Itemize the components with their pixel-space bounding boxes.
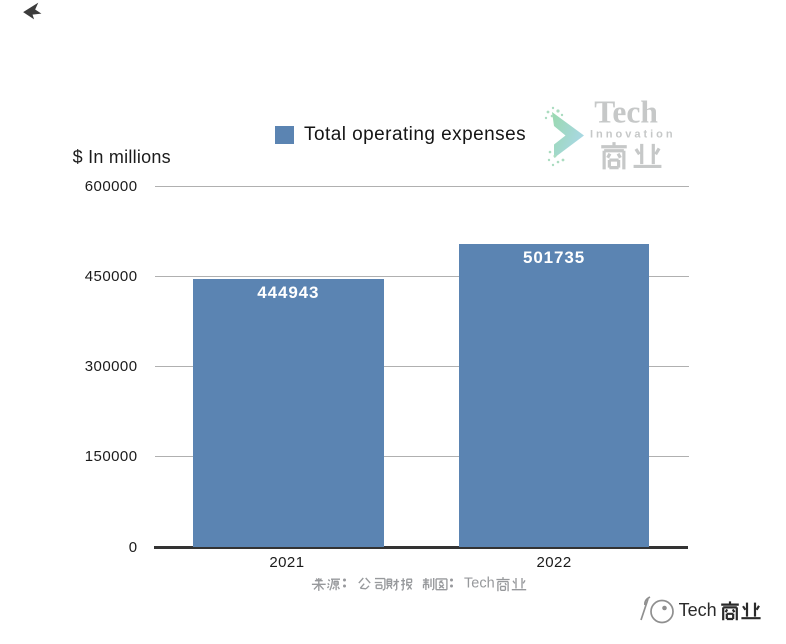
svg-text:Tech: Tech (679, 600, 717, 620)
svg-text:Tech: Tech (464, 576, 495, 592)
svg-text:Innovation: Innovation (590, 129, 676, 141)
svg-text:Tech: Tech (594, 94, 658, 129)
